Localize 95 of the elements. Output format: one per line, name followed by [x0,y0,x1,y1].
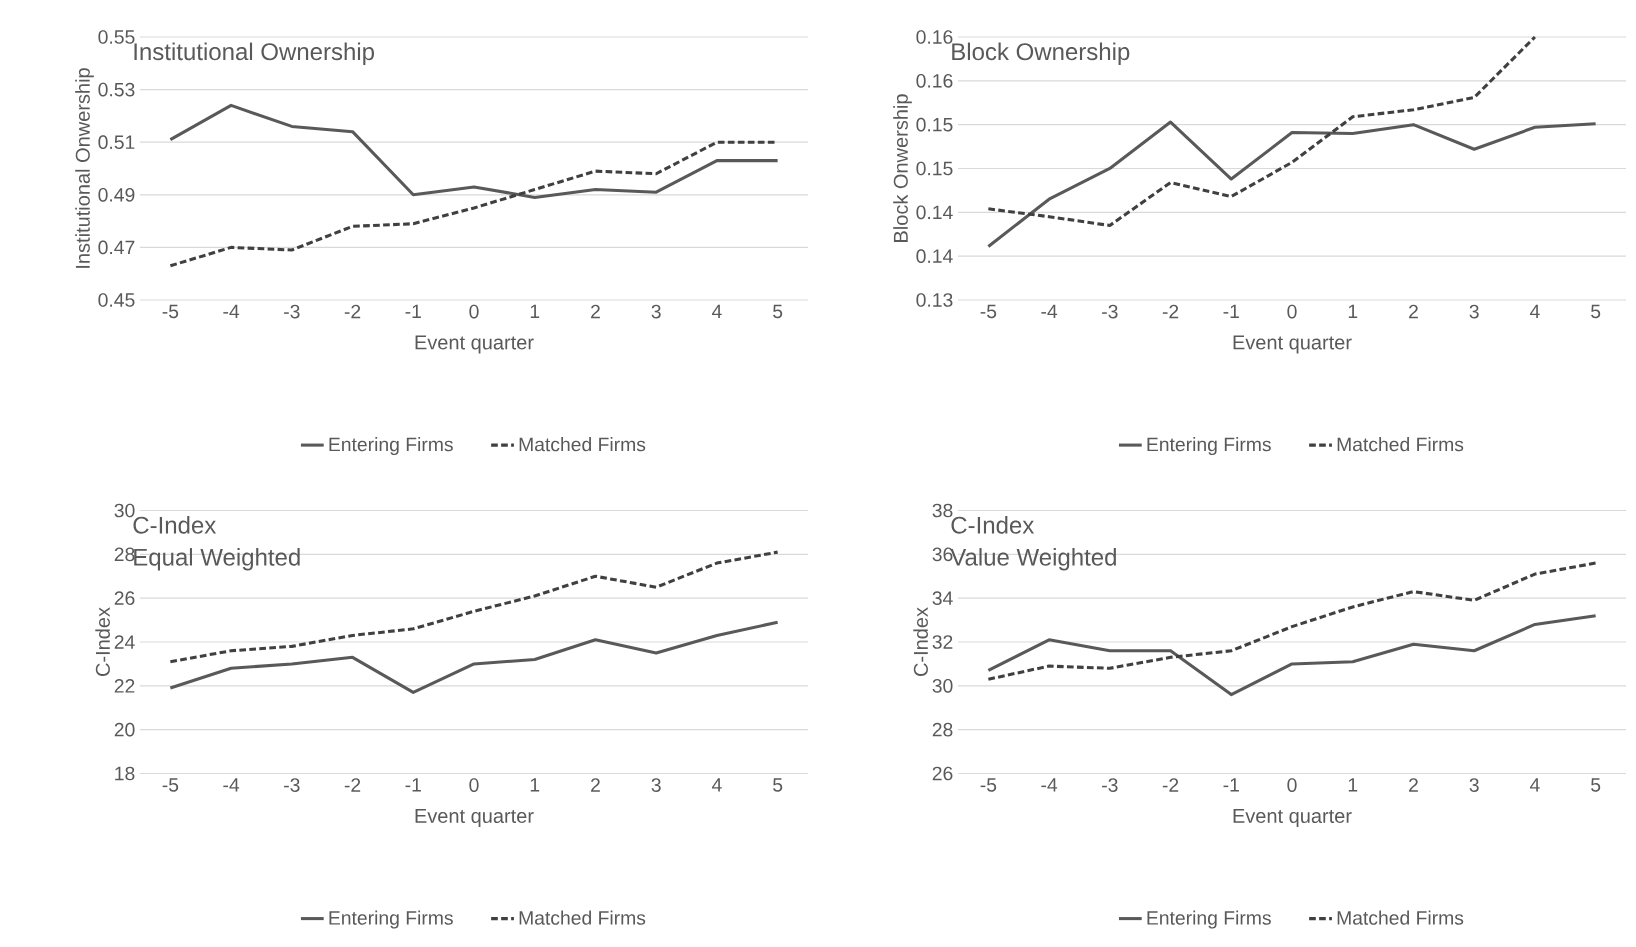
x-tick-label: 1 [1348,304,1358,318]
x-tick-label: -5 [980,304,997,319]
x-tick-label: 4 [1529,778,1540,792]
legend-label: Entering Firms [329,437,453,456]
x-axis-title: Event quarter [1233,335,1352,354]
legend-label: Matched Firms [519,437,646,452]
y-axis-title: Institutional Onwership [75,68,94,268]
chart-title: C-Index [951,516,1035,534]
y-tick-label: 0.15 [916,161,953,176]
x-tick-label: 0 [1287,304,1297,319]
y-tick-label: 22 [114,679,135,693]
x-tick-label: 1 [1348,778,1358,792]
x-tick-label: -3 [284,304,300,319]
x-tick-label: -5 [162,304,179,319]
legend-label: Matched Firms [1337,437,1464,452]
x-tick-label: 4 [711,778,722,792]
x-tick-label: 5 [1591,304,1601,319]
x-tick-label: -4 [1041,304,1058,318]
chart-title: Institutional Ownership [134,42,374,65]
y-tick-label: 18 [115,766,135,781]
legend-label: Matched Firms [519,910,646,925]
x-tick-label: 3 [1469,778,1479,792]
x-tick-label: -5 [980,778,997,792]
x-tick-label: 2 [1409,304,1418,319]
legend-label: Matched Firms [1337,910,1464,925]
y-tick-label: 30 [932,678,953,693]
x-tick-label: 3 [651,778,661,792]
x-axis-title: Event quarter [415,809,534,827]
legend-label: Entering Firms [1147,910,1271,929]
line-series [168,620,780,694]
x-tick-label: 5 [773,304,783,319]
y-tick-label: 0.16 [916,73,953,88]
x-tick-label: 0 [1287,778,1297,792]
y-tick-label: 28 [114,547,135,562]
chart-title: C-Index [133,516,217,534]
y-tick-label: 38 [932,503,953,518]
y-tick-label: 0.13 [916,293,953,307]
x-tick-label: -3 [284,778,300,792]
x-tick-label: -2 [1162,778,1179,792]
y-tick-label: 0.14 [916,249,953,263]
y-tick-label: 0.51 [98,135,135,150]
y-tick-label: 0.45 [98,293,135,307]
x-tick-label: 3 [651,304,661,319]
line-series [986,614,1598,697]
text: Equal Weighted [134,548,300,571]
x-tick-label: -4 [223,778,240,792]
x-tick-label: -2 [344,778,361,792]
y-axis-title: Block Onwership [893,94,912,242]
x-tick-label: 3 [1469,304,1479,319]
y-tick-label: 32 [932,635,953,649]
x-tick-label: 4 [1529,304,1540,318]
x-tick-label: -2 [1162,304,1179,319]
y-tick-label: 0.53 [98,82,135,97]
x-tick-label: 1 [530,778,540,792]
y-tick-label: 0.15 [916,117,953,132]
x-tick-label: 2 [1409,778,1418,792]
y-tick-label: 0.47 [98,240,135,255]
y-axis-title: C-Index [95,607,110,676]
x-tick-label: -1 [1223,304,1239,318]
x-tick-label: -2 [344,304,361,319]
x-axis-title: Event quarter [415,335,534,354]
legend-label: Entering Firms [1147,437,1271,456]
x-tick-label: -1 [1223,778,1239,792]
x-tick-label: 5 [773,778,783,792]
y-tick-label: 0.14 [916,205,953,220]
x-tick-label: -1 [405,304,421,319]
y-tick-label: 0.16 [916,30,953,44]
y-tick-label: 20 [114,722,135,737]
x-tick-label: 1 [530,304,540,319]
y-tick-label: 30 [114,503,135,518]
x-axis-title: Event quarter [1233,809,1352,827]
y-tick-label: 26 [932,766,953,781]
y-tick-label: 0.55 [98,30,135,44]
x-tick-label: -3 [1102,778,1118,792]
x-tick-label: 5 [1591,778,1601,792]
line-series [986,120,1598,249]
legend-label: Entering Firms [329,910,453,929]
y-axis-title: C-Index [913,607,928,676]
y-tick-label: 24 [114,635,135,649]
y-tick-label: 0.49 [98,187,135,202]
x-tick-label: 0 [469,304,479,319]
chart-title: Block Ownership [952,42,1130,65]
y-tick-label: 28 [932,722,953,737]
x-tick-label: 2 [591,778,600,792]
x-tick-label: -3 [1102,304,1118,319]
x-tick-label: 4 [711,304,722,319]
x-tick-label: -4 [223,304,240,319]
x-tick-label: 2 [591,304,600,319]
x-tick-label: -4 [1041,778,1058,792]
y-tick-label: 34 [932,591,953,605]
x-tick-label: -1 [405,778,421,792]
y-tick-label: 26 [114,591,135,605]
x-tick-label: 0 [469,778,479,792]
line-series [168,103,780,199]
x-tick-label: -5 [162,778,179,792]
